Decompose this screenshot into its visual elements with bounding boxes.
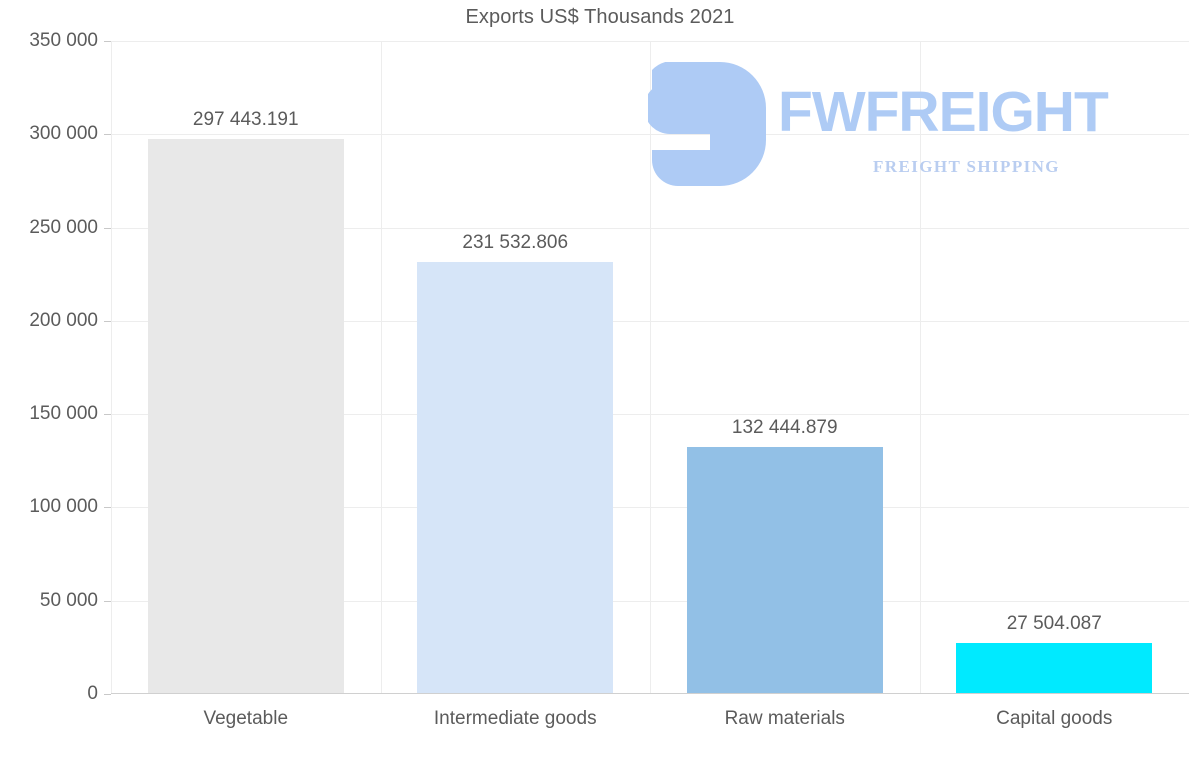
gridline-vertical xyxy=(650,41,651,694)
bar[interactable] xyxy=(417,262,614,694)
y-axis-tick-mark xyxy=(104,41,111,42)
gridline-vertical xyxy=(381,41,382,694)
gridline-vertical xyxy=(920,41,921,694)
bar-value-label: 231 532.806 xyxy=(462,232,569,254)
bar-value-label: 132 444.879 xyxy=(731,416,838,438)
plot-area: 297 443.191 231 532.806 132 444.879 27 504.… xyxy=(111,41,1189,694)
y-axis-tick-mark xyxy=(104,600,111,602)
y-axis-tick-label: 300 000 xyxy=(29,123,98,145)
bar[interactable] xyxy=(956,642,1153,694)
x-axis-tick-label: Vegetable xyxy=(203,708,289,729)
bar-value-label: 297 443.191 xyxy=(192,109,299,131)
y-axis-tick-mark xyxy=(104,694,111,695)
y-axis-tick-mark xyxy=(104,134,111,136)
y-axis-tick-label: 250 000 xyxy=(29,216,98,238)
y-axis-tick-label: 200 000 xyxy=(29,309,98,331)
y-axis-tick-mark xyxy=(104,414,111,416)
bar[interactable] xyxy=(686,446,883,694)
x-axis-tick-label: Capital goods xyxy=(996,708,1113,729)
x-axis-line xyxy=(111,693,1189,694)
y-axis-tick-mark xyxy=(104,507,111,509)
bar[interactable] xyxy=(147,139,344,694)
y-axis-tick-label: 150 000 xyxy=(29,403,98,425)
y-axis-tick-label: 350 000 xyxy=(29,30,98,51)
y-axis-tick-mark xyxy=(104,320,111,322)
x-axis-tick-label: Intermediate goods xyxy=(433,708,597,729)
chart-title: Exports US$ Thousands 2021 xyxy=(465,6,735,28)
y-axis-tick-mark xyxy=(104,227,111,229)
y-axis-line xyxy=(111,41,112,694)
bar-value-label: 27 504.087 xyxy=(1006,612,1102,634)
y-axis-tick-label: 100 000 xyxy=(29,496,98,518)
x-axis-tick-label: Raw materials xyxy=(724,708,845,729)
y-axis-tick-label: 0 xyxy=(87,683,98,704)
y-axis-tick-label: 50 000 xyxy=(39,589,98,611)
